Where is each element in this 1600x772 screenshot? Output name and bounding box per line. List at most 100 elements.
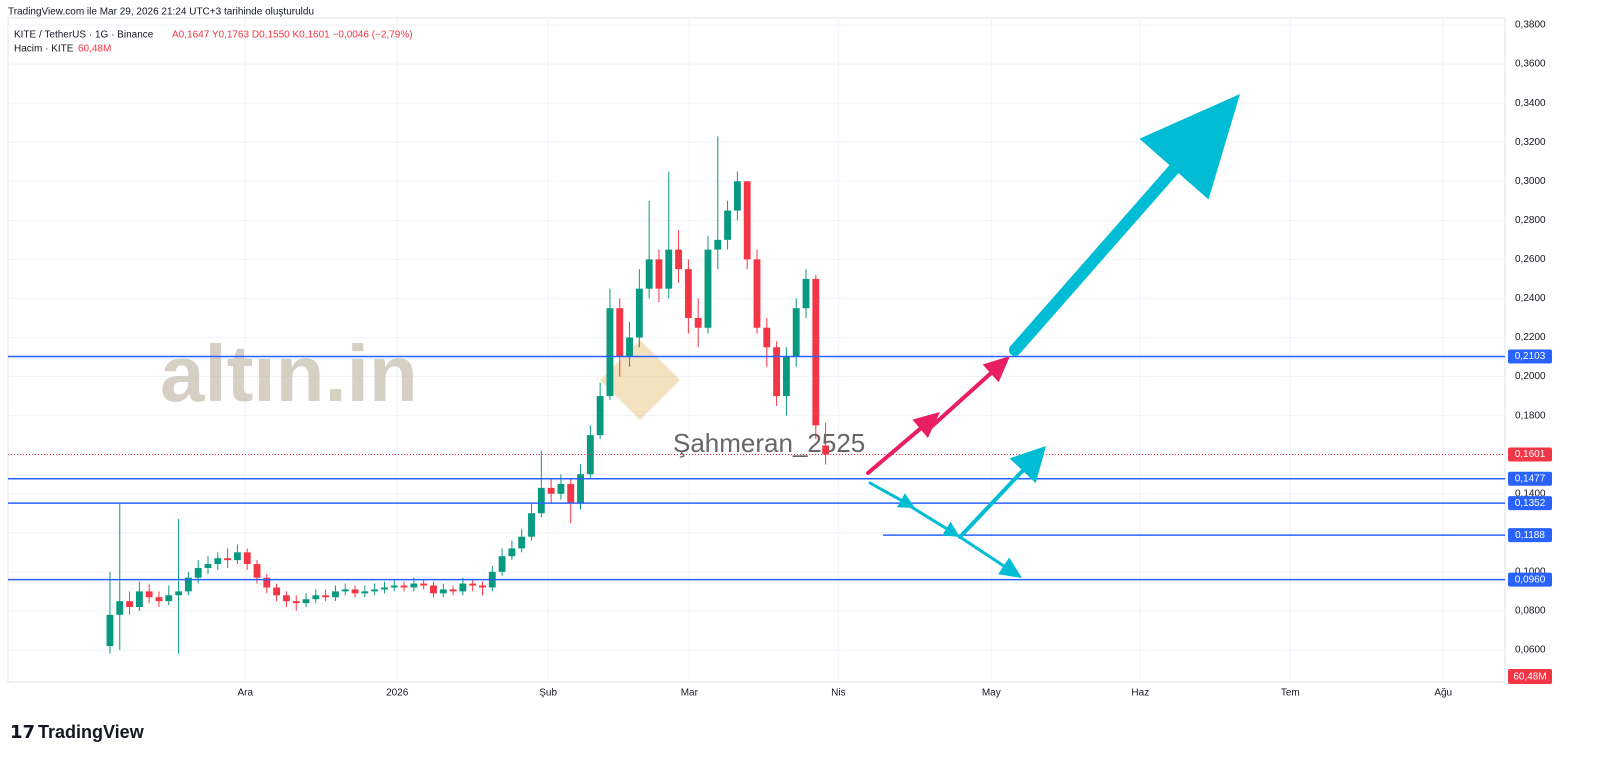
candle-body [302,599,310,604]
candle-body [577,474,584,504]
arrow-head [897,493,915,508]
candle-body [802,278,810,309]
level-badge [1508,349,1552,364]
candle-body [135,591,143,608]
footer-logo: TradingView [38,722,145,742]
candle-body [390,585,398,588]
candle-body [812,278,820,426]
arrow-head [982,356,1010,383]
candle-body [361,591,369,594]
y-tick-label: 0,2400 [1515,293,1546,304]
candle-body [508,548,516,557]
last-price-badge [1508,447,1552,462]
candle-body [743,181,751,260]
candle-body [635,288,643,338]
candle-body [175,591,183,596]
candle-body [165,595,173,602]
candle-body [332,591,339,598]
candle-body [351,589,359,594]
candle-body [694,317,702,328]
y-tick-label: 0,2800 [1515,215,1546,226]
arrow-head [1009,446,1046,484]
candle-body [557,483,565,494]
x-tick-label: Ara [237,688,253,699]
volume-badge-label: 60,48M [1513,672,1546,683]
arrow-shaft [903,501,948,531]
candle-body [184,577,192,592]
candle-body [430,585,437,594]
y-tick-label: 0,1000 [1515,566,1546,577]
y-tick-label: 0,3400 [1515,98,1546,109]
candle-body [782,357,790,397]
arrow-head [912,412,940,438]
candle-body [498,556,506,572]
candle-body [204,564,212,568]
candle-body [312,595,320,600]
watermark-brand: altın.in [160,329,418,418]
candle-body [469,583,477,586]
level-badge-label: 0,1352 [1515,498,1546,509]
candle-body [439,589,447,594]
candle-body [528,513,535,537]
candle-body [675,249,682,270]
y-tick-label: 0,2200 [1515,332,1546,343]
candle-body [341,589,349,592]
candle-body [773,347,781,397]
candle-body [704,249,712,328]
arrow-head [1139,94,1240,200]
watermark-author: Şahmeran_2525 [673,428,865,458]
candle-body [606,308,614,397]
candle-body [733,181,741,211]
candle-body [792,308,800,358]
y-tick-label: 0,3200 [1515,137,1546,148]
arrow-shaft [958,468,1025,539]
candle-body [547,487,555,494]
candle-body [518,536,526,549]
candle-body [596,396,604,436]
candle-body [214,558,222,565]
x-tick-label: 2026 [386,688,409,699]
candle-body [724,210,732,240]
candle-body [753,259,761,328]
candle-body [616,308,624,358]
candle-body [194,567,202,578]
candle-body [243,552,251,565]
x-tick-label: May [982,688,1001,699]
level-badge-label: 0,1477 [1515,473,1546,484]
y-tick-label: 0,3800 [1515,20,1546,31]
arrow-shaft [958,535,1006,568]
candle-body [322,595,330,598]
candle-body [253,564,261,578]
candle-body [420,583,428,586]
level-badge [1508,528,1552,543]
candle-body [459,583,467,592]
x-tick-label: Haz [1131,688,1149,699]
ohlc: A0,1647 Y0,1763 D0,1550 K0,1601 −0,0046 … [172,30,413,41]
footer-logo-icon: 𝟭𝟳 [10,722,35,742]
candle-body [371,589,379,592]
candle-body [126,601,133,608]
y-tick-label: 0,0800 [1515,606,1546,617]
candle-body [224,558,232,561]
arrow-shaft [1009,163,1180,356]
volume-label: Hacim · KITE [14,44,74,55]
candle-body [273,587,281,596]
candle-body [763,327,771,348]
candle-body [567,483,575,504]
x-tick-label: Ağu [1434,688,1452,699]
y-tick-label: 0,3600 [1515,59,1546,70]
arrow-shaft [868,481,903,502]
x-tick-label: Mar [681,688,699,699]
arrow-shaft [866,426,923,475]
x-tick-label: Tem [1281,688,1300,699]
level-badge-label: 0,0960 [1515,574,1546,585]
y-tick-label: 0,3000 [1515,176,1546,187]
candle-body [145,591,153,598]
y-tick-label: 0,1400 [1515,488,1546,499]
candle-body [282,595,290,602]
symbol: KITE / TetherUS · 1G · Binance [14,30,154,41]
candle-body [400,585,408,588]
level-badge [1508,471,1552,486]
candle-body [155,597,163,602]
